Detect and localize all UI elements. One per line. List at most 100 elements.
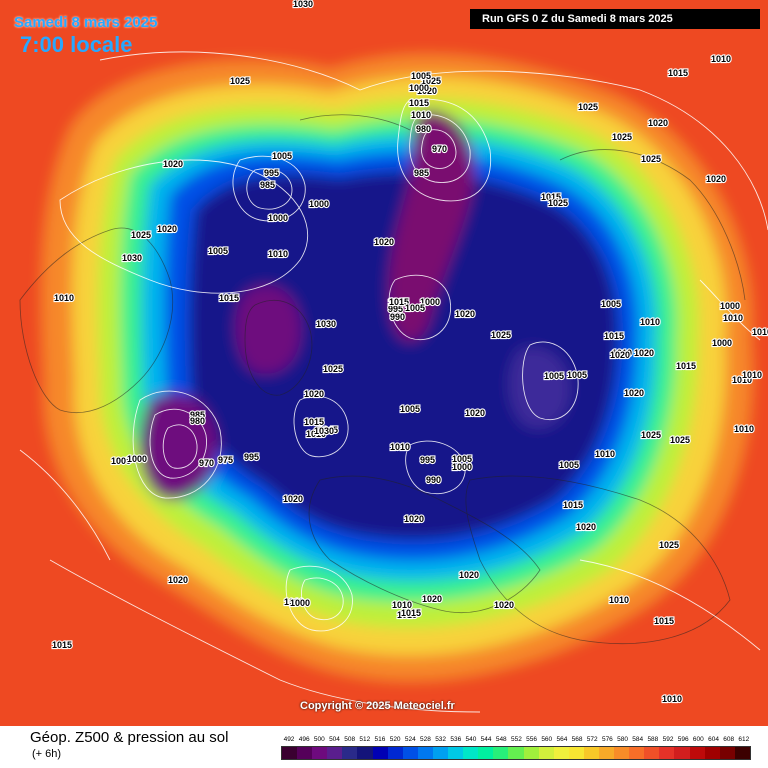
scale-swatch — [659, 747, 675, 759]
isobar-label: 1015 — [52, 640, 72, 650]
isobar-label: 995 — [420, 455, 435, 465]
scale-swatch — [432, 747, 449, 759]
forecast-offset: (+ 6h) — [32, 748, 62, 760]
isobar-label: 1015 — [604, 331, 624, 341]
scale-label: 592 — [662, 736, 674, 743]
isobar-label: 1015 — [409, 98, 429, 108]
date-label: Samedi 8 mars 2025 — [14, 14, 158, 31]
isobar-label: 1005 — [544, 371, 564, 381]
isobar-label: 1020 — [157, 224, 177, 234]
scale-swatch — [568, 747, 584, 759]
isobar-label: 1020 — [374, 237, 394, 247]
scale-label: 596 — [677, 736, 689, 743]
isobar-label: 1020 — [459, 570, 479, 580]
isobar-label: 1010 — [268, 249, 288, 259]
scale-swatch — [598, 747, 615, 759]
scale-label: 600 — [692, 736, 704, 743]
isobar-label: 1025 — [230, 76, 250, 86]
scale-swatch — [734, 747, 750, 759]
isobar-label: 1005 — [405, 303, 425, 313]
scale-swatch — [689, 747, 705, 759]
isobar-label: 1030 — [316, 319, 336, 329]
scale-swatch — [297, 747, 313, 759]
isobar-label: 1020 — [706, 174, 726, 184]
isobar-label: 1015 — [541, 192, 561, 202]
isobar-label: 985 — [414, 168, 429, 178]
isobar-label: 1020 — [576, 522, 596, 532]
scale-label: 564 — [556, 736, 568, 743]
isobar-label: 1010 — [306, 429, 326, 439]
isobar-label: 1010 — [711, 54, 731, 64]
isobar-label: 1015 — [654, 616, 674, 626]
isobar-label: 1005 — [111, 456, 131, 466]
scale-swatch — [644, 747, 660, 759]
scale-label: 556 — [526, 736, 538, 743]
isobar-label: 1000 — [452, 462, 472, 472]
isobar-label: 995 — [388, 304, 403, 314]
isobar-label: 1025 — [323, 364, 343, 374]
isobar-label: 1005 — [388, 297, 408, 307]
isobar-label: 1005 — [272, 151, 292, 161]
isobar-label: 1005 — [452, 454, 472, 464]
isobar-label: 1015 — [397, 610, 417, 620]
isobar-label: 1010 — [662, 694, 682, 704]
scale-label: 540 — [465, 736, 477, 743]
isobar-label: 1000 — [409, 83, 429, 93]
isobar-label: 1010 — [612, 348, 632, 358]
isobar-label: 1020 — [494, 600, 514, 610]
scale-swatch — [448, 747, 464, 759]
isobar-label: 1015 — [668, 68, 688, 78]
isobar-label: 995 — [264, 168, 279, 178]
isobar-label: 1010 — [595, 449, 615, 459]
isobar-label: 1025 — [578, 102, 598, 112]
land-outlines — [19, 114, 746, 644]
isobar-label: 1025 — [641, 154, 661, 164]
isobar-label: 1010 — [732, 375, 752, 385]
scale-label: 576 — [601, 736, 613, 743]
isobar-label: 980 — [190, 416, 205, 426]
isobar-label: 1010 — [609, 595, 629, 605]
isobars — [19, 51, 768, 713]
isobar-label: 1000 — [127, 454, 147, 464]
isobar-label: 1015 — [401, 608, 421, 618]
isobar-label: 1025 — [659, 540, 679, 550]
isobar-label: 970 — [432, 144, 447, 154]
isobar-label: 1025 — [421, 76, 441, 86]
scale-swatch — [583, 747, 599, 759]
isobar-label: 1015 — [676, 361, 696, 371]
isobar-label: 1030 — [314, 426, 334, 436]
isobar-label: 1010 — [390, 442, 410, 452]
isobar-label: 985 — [190, 410, 205, 420]
isobar-label: 1010 — [723, 313, 743, 323]
scale-swatch — [357, 747, 373, 759]
scale-label: 536 — [450, 736, 462, 743]
scale-label: 532 — [435, 736, 447, 743]
isobar-label: 1020 — [417, 86, 437, 96]
isobar-label: 1000 — [712, 338, 732, 348]
isobar-label: 1005 — [559, 460, 579, 470]
scale-label: 572 — [586, 736, 598, 743]
scale-label: 608 — [723, 736, 735, 743]
scale-label: 560 — [541, 736, 553, 743]
scale-label: 548 — [495, 736, 507, 743]
scale-label: 496 — [298, 736, 310, 743]
isobar-label: 1025 — [641, 430, 661, 440]
scale-swatch — [417, 747, 433, 759]
isobar-label: 1015 — [304, 417, 324, 427]
isobar-label: 1030 — [122, 253, 142, 263]
isobar-label: 1005 — [567, 370, 587, 380]
copyright: Copyright © 2025 Meteociel.fr — [300, 700, 455, 712]
scale-swatch — [523, 747, 539, 759]
isobar-label: 1025 — [548, 198, 568, 208]
isobar-label: 1020 — [455, 309, 475, 319]
isobar-label: 1020 — [610, 350, 630, 360]
scale-swatch — [538, 747, 554, 759]
scale-swatch — [402, 747, 418, 759]
isobar-label: 1025 — [612, 132, 632, 142]
scale-label: 544 — [480, 736, 492, 743]
scale-swatch — [282, 747, 298, 759]
isobar-label: 1010 — [742, 370, 762, 380]
isobar-label: 1020 — [624, 388, 644, 398]
color-scale-bar — [281, 746, 751, 760]
isobar-label: 1010 — [54, 293, 74, 303]
